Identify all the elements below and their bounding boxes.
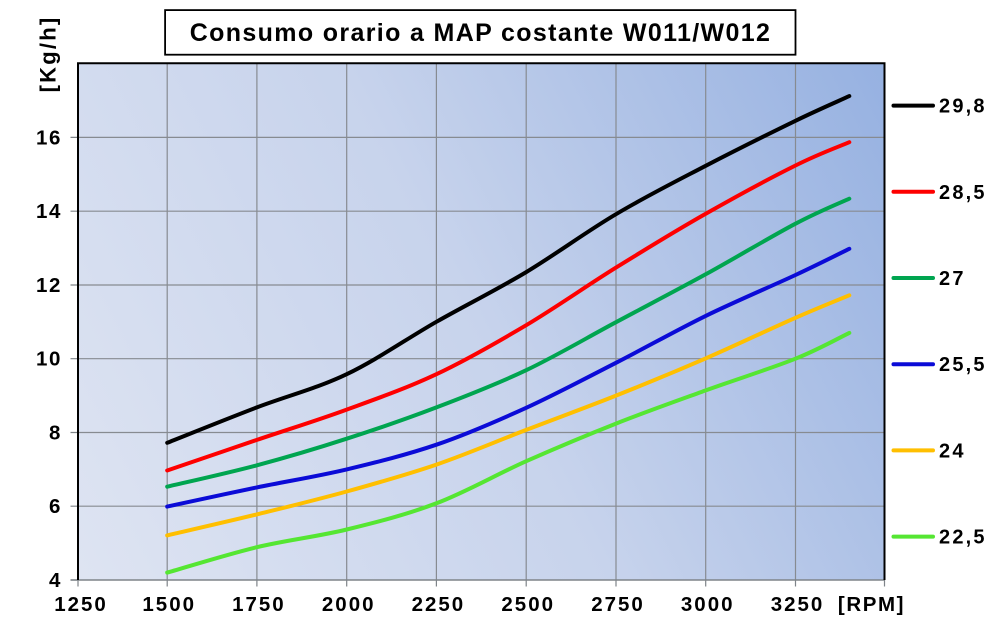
- svg-text:1500: 1500: [142, 593, 196, 616]
- svg-text:8: 8: [49, 422, 62, 445]
- svg-text:6: 6: [49, 495, 62, 518]
- svg-text:12: 12: [36, 274, 62, 297]
- svg-text:27: 27: [939, 268, 966, 290]
- svg-text:29,8: 29,8: [939, 96, 987, 118]
- svg-text:2000: 2000: [322, 593, 376, 616]
- svg-text:2500: 2500: [501, 593, 555, 616]
- svg-text:2750: 2750: [591, 593, 645, 616]
- svg-text:14: 14: [36, 200, 62, 223]
- svg-text:3250: 3250: [771, 593, 825, 616]
- svg-text:4: 4: [49, 569, 62, 592]
- svg-text:3000: 3000: [681, 593, 735, 616]
- svg-text:16: 16: [36, 126, 62, 149]
- svg-text:2250: 2250: [412, 593, 466, 616]
- svg-text:22,5: 22,5: [939, 527, 987, 549]
- svg-text:Consumo orario a MAP costante: Consumo orario a MAP costante W011/W012: [190, 19, 772, 47]
- svg-text:1250: 1250: [54, 593, 108, 616]
- svg-text:[Kg/h]: [Kg/h]: [36, 16, 61, 93]
- svg-text:1750: 1750: [232, 593, 286, 616]
- svg-text:24: 24: [939, 440, 966, 462]
- svg-text:25,5: 25,5: [939, 354, 987, 376]
- svg-text:[RPM]: [RPM]: [838, 593, 905, 616]
- svg-text:10: 10: [36, 348, 62, 371]
- svg-text:28,5: 28,5: [939, 182, 987, 204]
